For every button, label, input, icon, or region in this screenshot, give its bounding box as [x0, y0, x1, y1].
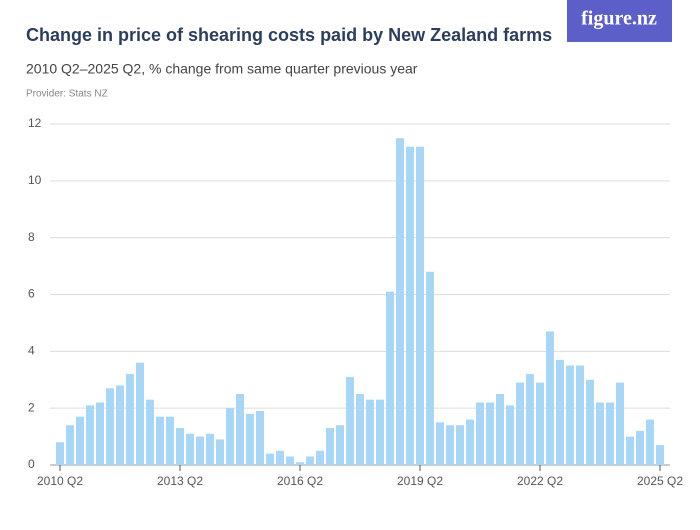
bar [376, 399, 384, 465]
bar [316, 450, 324, 465]
bar [606, 402, 614, 465]
bar [136, 362, 144, 465]
bar [386, 291, 394, 465]
bar [466, 419, 474, 465]
y-tick-label: 4 [28, 344, 35, 358]
y-tick-label: 12 [28, 116, 42, 130]
x-tick-label: 2025 Q2 [637, 474, 683, 488]
bar [586, 379, 594, 465]
bar [176, 428, 184, 465]
bar [366, 399, 374, 465]
chart-subtitle: 2010 Q2–2025 Q2, % change from same quar… [26, 61, 418, 77]
bar [186, 433, 194, 465]
bar [146, 399, 154, 465]
bar [496, 393, 504, 465]
bar [346, 376, 354, 465]
bar [116, 385, 124, 465]
bar [156, 416, 164, 465]
x-tick-label: 2013 Q2 [157, 474, 203, 488]
x-tick-label: 2016 Q2 [277, 474, 323, 488]
bar [456, 425, 464, 465]
bar [246, 413, 254, 465]
bar [436, 422, 444, 465]
bar [76, 416, 84, 465]
chart-title: Change in price of shearing costs paid b… [26, 25, 552, 45]
y-tick-label: 10 [28, 173, 42, 187]
bar [196, 436, 204, 465]
bar [56, 442, 64, 465]
y-tick-label: 8 [28, 230, 35, 244]
bar [256, 411, 264, 465]
bar [546, 331, 554, 465]
bar [576, 365, 584, 465]
bar [626, 436, 634, 465]
bar [296, 462, 304, 465]
bar [356, 393, 364, 465]
provider: Provider: Stats NZ [26, 89, 108, 100]
bar [236, 393, 244, 465]
bar [426, 271, 434, 465]
bar [506, 405, 514, 465]
bar [306, 456, 314, 465]
bar [416, 146, 424, 465]
bar [596, 402, 604, 465]
bar [396, 138, 404, 466]
bar [656, 445, 664, 465]
y-tick-label: 6 [28, 287, 35, 301]
logo-box [567, 0, 672, 42]
bar [476, 402, 484, 465]
bar [326, 428, 334, 465]
bar [206, 433, 214, 465]
bar [86, 405, 94, 465]
bar [636, 430, 644, 465]
x-tick-label: 2022 Q2 [517, 474, 563, 488]
x-tick-label: 2019 Q2 [397, 474, 443, 488]
bar [166, 416, 174, 465]
bar [106, 388, 114, 465]
bar [526, 374, 534, 465]
bar [486, 402, 494, 465]
bar [96, 402, 104, 465]
logo: figure.nz [581, 8, 657, 30]
bar [286, 456, 294, 465]
bar [556, 359, 564, 465]
bar [646, 419, 654, 465]
bar [226, 408, 234, 465]
bar [566, 365, 574, 465]
bar [516, 382, 524, 465]
bar [66, 425, 74, 465]
y-tick-label: 0 [28, 457, 35, 471]
bar [266, 453, 274, 465]
x-tick-label: 2010 Q2 [37, 474, 83, 488]
bar [216, 439, 224, 465]
y-tick-label: 2 [28, 400, 35, 414]
bar [276, 450, 284, 465]
bar [406, 146, 414, 465]
bar [336, 425, 344, 465]
bar [616, 382, 624, 465]
bar [126, 374, 134, 465]
bar [446, 425, 454, 465]
bar [536, 382, 544, 465]
